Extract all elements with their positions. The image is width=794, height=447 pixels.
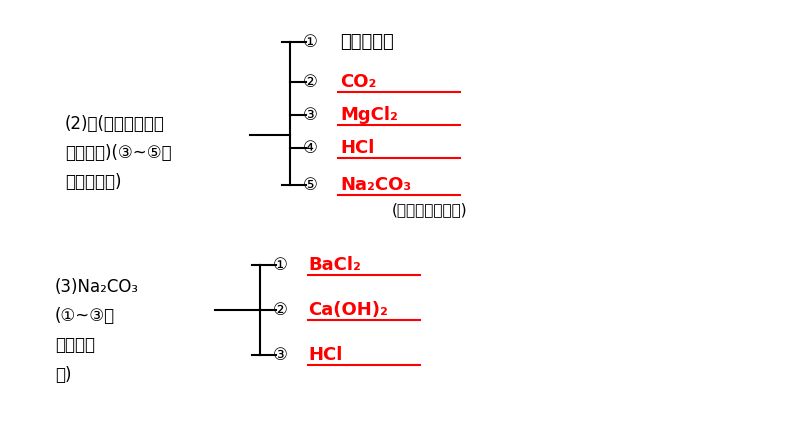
Text: ④: ④ (303, 139, 318, 157)
Text: ⑤: ⑤ (303, 176, 318, 194)
Text: ①: ① (272, 256, 287, 274)
Text: Na₂CO₃: Na₂CO₃ (340, 176, 411, 194)
Text: ②: ② (303, 73, 318, 91)
Text: ③: ③ (303, 106, 318, 124)
Text: ②: ② (272, 301, 287, 319)
Text: HCl: HCl (340, 139, 375, 157)
Text: (3)Na₂CO₃
(①~③物
质类别不
同): (3)Na₂CO₃ (①~③物 质类别不 同) (55, 278, 139, 384)
Text: MgCl₂: MgCl₂ (340, 106, 398, 124)
Text: ①: ① (303, 33, 318, 51)
Text: (氢氧化钙的特性): (氢氧化钙的特性) (392, 202, 468, 218)
Text: CO₂: CO₂ (340, 73, 376, 91)
Text: ③: ③ (272, 346, 287, 364)
Text: HCl: HCl (308, 346, 342, 364)
Text: Ca(OH)₂: Ca(OH)₂ (308, 301, 388, 319)
Text: 酸碱指示剂: 酸碱指示剂 (340, 33, 394, 51)
Text: BaCl₂: BaCl₂ (308, 256, 361, 274)
Text: (2)碱(如氢氧化鍶、
氢氧化钙)(③~⑤物
质类别不同): (2)碱(如氢氧化鍶、 氢氧化钙)(③~⑤物 质类别不同) (65, 115, 172, 191)
